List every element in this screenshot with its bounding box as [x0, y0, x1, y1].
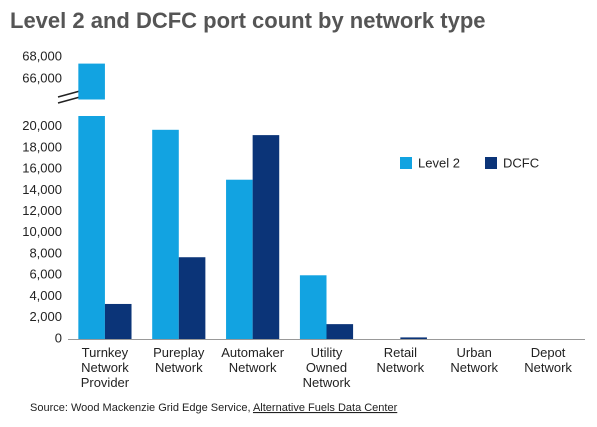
bar-upper [78, 63, 105, 100]
y-tick-label: 18,000 [22, 139, 62, 154]
y-tick-label: 68,000 [22, 48, 62, 63]
legend-swatch [400, 157, 412, 169]
bar [152, 129, 179, 339]
x-tick-label: Turnkey Network Provider [81, 345, 130, 390]
y-tick-label: 14,000 [22, 182, 62, 197]
x-tick-label: Depot Network [524, 345, 572, 375]
source-link[interactable]: Alternative Fuels Data Center [253, 402, 398, 414]
bar [299, 275, 327, 339]
x-tick-label: Pureplay Network [153, 345, 205, 375]
axis-break [57, 96, 81, 104]
x-tick-line: Provider [81, 375, 130, 390]
y-tick-label: 10,000 [22, 224, 62, 239]
x-tick-line: Network [229, 360, 277, 375]
x-tick-line: Network [81, 360, 129, 375]
axis-break [57, 90, 81, 98]
bar [400, 337, 427, 339]
y-tick-label: 6,000 [29, 267, 62, 282]
bar [78, 116, 105, 339]
x-tick-line: Retail [384, 345, 417, 360]
y-tick-label: 16,000 [22, 161, 62, 176]
x-tick-label: Urban Network [450, 345, 498, 375]
bar [252, 135, 280, 339]
source: Source: Wood Mackenzie Grid Edge Service… [30, 402, 398, 414]
x-tick-line: Utility [311, 345, 343, 360]
x-tick-line: Owned [306, 360, 347, 375]
legend-label: Level 2 [418, 155, 460, 170]
y-tick-label: 12,000 [22, 203, 62, 218]
bar [104, 303, 132, 339]
x-tick-label: Automaker Network [221, 345, 285, 375]
y-tick-label: 4,000 [29, 288, 62, 303]
x-tick-line: Depot [531, 345, 566, 360]
x-tick-line: Network [303, 375, 351, 390]
x-tick-line: Network [524, 360, 572, 375]
x-tick-line: Urban [457, 345, 492, 360]
y-tick-label: 66,000 [22, 70, 62, 85]
y-tick-label: 20,000 [22, 118, 62, 133]
y-tick-label: 8,000 [29, 245, 62, 260]
x-tick-label: Retail Network [377, 345, 425, 375]
y-tick-label: 2,000 [29, 309, 62, 324]
x-tick-line: Network [155, 360, 203, 375]
source-text: Source: Wood Mackenzie Grid Edge Service… [30, 402, 251, 414]
chart-title: Level 2 and DCFC port count by network t… [10, 8, 486, 33]
x-tick-label: Utility Owned Network [303, 345, 351, 390]
x-tick-line: Network [450, 360, 498, 375]
x-tick-line: Network [377, 360, 425, 375]
x-tick-line: Automaker [221, 345, 285, 360]
bar [326, 324, 354, 339]
legend-swatch [485, 157, 497, 169]
x-tick-line: Pureplay [153, 345, 205, 360]
x-tick-line: Turnkey [82, 345, 129, 360]
legend-label: DCFC [503, 155, 539, 170]
bar [226, 179, 253, 339]
bar [178, 257, 206, 339]
y-tick-label: 0 [55, 330, 62, 345]
